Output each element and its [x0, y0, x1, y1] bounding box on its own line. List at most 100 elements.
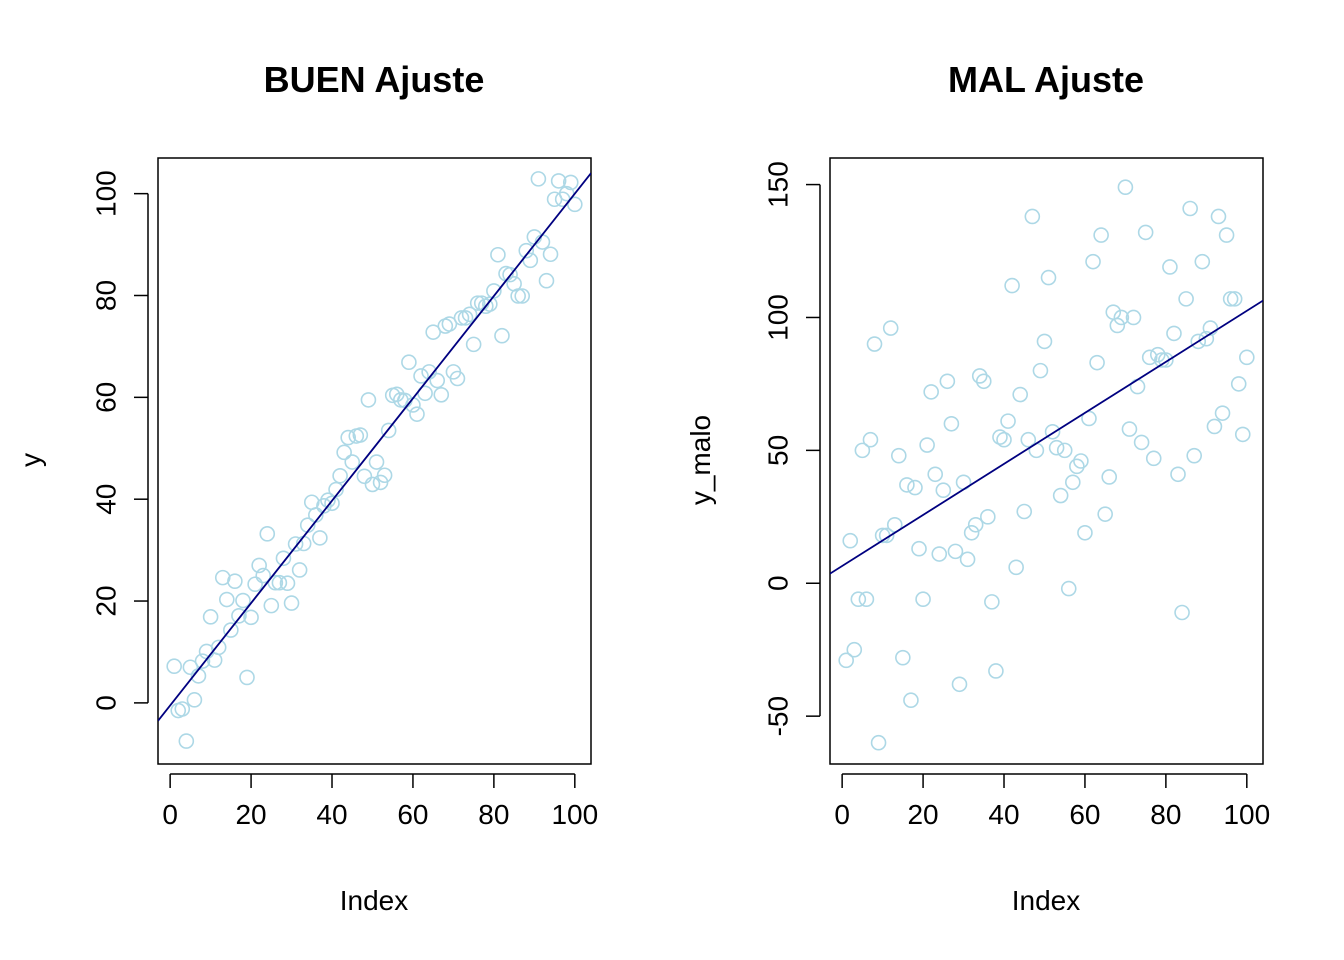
data-point: [947, 543, 964, 560]
data-point: [862, 431, 879, 448]
data-point: [919, 437, 935, 453]
data-point: [283, 595, 300, 611]
data-point: [959, 551, 976, 568]
data-point: [1206, 418, 1223, 435]
data-point: [1036, 333, 1053, 350]
data-point: [538, 272, 555, 289]
data-point: [1004, 277, 1020, 294]
y-tick-label: 150: [763, 161, 794, 208]
y-tick-label: 100: [91, 170, 122, 217]
data-point: [988, 663, 1004, 679]
data-point: [518, 242, 535, 259]
data-point: [1137, 224, 1154, 241]
panel-mal-ajuste: MAL Ajuste Index y_malo 0 20 40 60 80 100-500…: [685, 59, 1270, 916]
x-tick-label: 100: [551, 799, 598, 830]
data-point: [1089, 354, 1105, 371]
data-point: [186, 692, 203, 708]
data-point: [1174, 604, 1190, 621]
data-point: [526, 229, 543, 245]
x-tick-label: 40: [988, 799, 1019, 830]
y-tick-label: 0: [763, 575, 794, 591]
data-point: [223, 622, 239, 638]
data-point: [1218, 227, 1235, 243]
data-point: [291, 562, 308, 578]
data-point: [368, 454, 385, 470]
data-point: [890, 447, 907, 464]
data-point: [1016, 503, 1033, 520]
data-point: [425, 324, 441, 340]
data-point: [194, 653, 211, 669]
data-point: [178, 733, 195, 749]
y-tick-label: 100: [763, 294, 794, 341]
data-point: [336, 444, 352, 461]
data-point: [247, 576, 263, 593]
data-point: [340, 429, 356, 446]
data-point: [510, 288, 526, 304]
data-point: [1239, 349, 1255, 366]
data-point: [1109, 317, 1126, 334]
data-point: [1048, 439, 1065, 456]
data-point: [838, 652, 854, 669]
data-point: [227, 573, 243, 589]
y-tick-label: 50: [763, 435, 794, 466]
data-point: [344, 454, 361, 470]
data-point: [1194, 253, 1211, 270]
data-point: [911, 540, 927, 557]
data-point: [231, 608, 247, 624]
data-point: [1008, 559, 1024, 576]
data-point: [182, 659, 199, 676]
data-point: [1202, 320, 1219, 336]
data-point: [1141, 349, 1158, 366]
fit-line: [830, 299, 1263, 575]
data-point: [352, 427, 369, 443]
data-point: [542, 246, 559, 263]
data-point: [1222, 291, 1239, 307]
data-point: [210, 639, 227, 656]
data-point: [279, 575, 296, 592]
data-point: [235, 592, 251, 609]
data-point: [174, 701, 191, 717]
data-point: [1125, 309, 1142, 326]
data-point: [1044, 423, 1061, 440]
data-point: [1032, 362, 1049, 379]
x-tick-label: 100: [1223, 799, 1270, 830]
data-point: [413, 368, 429, 384]
data-point: [943, 415, 960, 432]
plot-frame: [829, 157, 1264, 765]
data-point: [550, 173, 567, 189]
data-point: [980, 509, 996, 525]
data-point: [996, 431, 1012, 448]
data-point: [312, 530, 328, 546]
data-point: [1069, 458, 1085, 475]
x-tick-label: 0: [162, 799, 178, 830]
chart-title: BUEN Ajuste: [264, 59, 485, 100]
data-point: [1186, 447, 1203, 464]
data-point: [854, 442, 871, 459]
data-point: [899, 477, 915, 493]
data-point: [931, 546, 948, 562]
data-point: [1133, 434, 1150, 451]
data-point: [1178, 291, 1194, 307]
panel-buen-ajuste: BUEN Ajuste Index y 0 20 40 60 80 100 0 20 40 60 8…: [15, 59, 598, 916]
data-point: [967, 516, 984, 533]
data-point: [562, 174, 579, 191]
data-point: [453, 310, 470, 326]
data-point: [1081, 410, 1097, 427]
fit-line: [158, 172, 591, 722]
data-point: [1073, 453, 1089, 469]
data-point: [429, 372, 446, 389]
data-point: [907, 479, 923, 496]
data-point: [255, 567, 272, 584]
data-point: [218, 591, 235, 608]
data-point: [360, 392, 377, 408]
data-point: [1060, 580, 1077, 597]
data-point: [239, 669, 255, 686]
data-point: [1040, 269, 1057, 286]
data-point: [1113, 309, 1130, 326]
data-point: [1230, 376, 1247, 392]
data-point: [1012, 386, 1028, 403]
data-point: [409, 406, 425, 422]
data-point: [842, 532, 859, 549]
data-point: [401, 354, 417, 371]
data-point: [1065, 474, 1081, 491]
